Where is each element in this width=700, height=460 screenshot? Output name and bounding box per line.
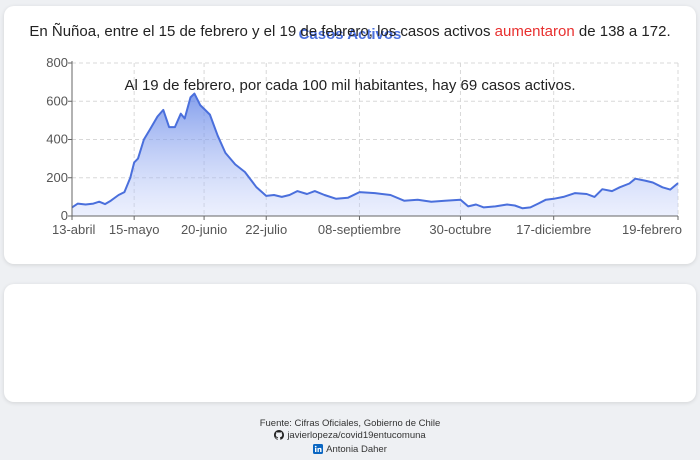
footer-source: Fuente: Cifras Oficiales, Gobierno de Ch…: [259, 418, 441, 429]
chart-card: Casos Activos 0 200 400 600 800 13-abril 15-ma…: [4, 6, 696, 264]
series-line: [71, 92, 679, 210]
linkedin-icon: [313, 444, 324, 454]
x-tick-label: 13-abril: [52, 222, 95, 237]
y-tick-label: 400: [46, 132, 68, 147]
y-tick-label: 200: [46, 170, 68, 185]
y-tick-label: 0: [61, 208, 68, 223]
summary-text-start: En Ñuñoa, entre el 15 de febrero y el 19…: [29, 23, 495, 40]
github-repo-link[interactable]: javierlopeza/covid19entucomuna: [287, 430, 426, 441]
footer-author[interactable]: Antonia Daher: [0, 443, 700, 456]
active-cases-chart: 0 200 400 600 800 13-abril 15-mayo 20-junio 22-j…: [46, 55, 682, 237]
x-tick-label: 20-junio: [181, 222, 227, 237]
x-tick-label: 17-diciembre: [516, 222, 591, 237]
trend-word: aumentaron: [494, 23, 575, 40]
github-icon: [274, 430, 285, 440]
x-tick-label: 22-julio: [245, 222, 287, 237]
chart-title: Casos Activos: [298, 26, 402, 43]
x-tick-label: 19-febrero: [622, 222, 682, 237]
x-tick-label: 15-mayo: [109, 222, 160, 237]
x-tick-label: 08-septiembre: [318, 222, 401, 237]
series-area-fill: [72, 93, 678, 216]
summary-text-end: de 138 a 172.: [574, 23, 671, 40]
author-link[interactable]: Antonia Daher: [326, 444, 387, 455]
summary-change-text: En Ñuñoa, entre el 15 de febrero y el 19…: [20, 21, 680, 42]
x-tick-label: 30-octubre: [429, 222, 491, 237]
footer-github[interactable]: javierlopeza/covid19entucomuna: [0, 429, 700, 442]
y-tick-label: 800: [46, 55, 68, 70]
summary-rate-text: Al 19 de febrero, por cada 100 mil habit…: [124, 77, 576, 94]
y-tick-label: 600: [46, 93, 68, 108]
summary-card: [4, 284, 696, 402]
